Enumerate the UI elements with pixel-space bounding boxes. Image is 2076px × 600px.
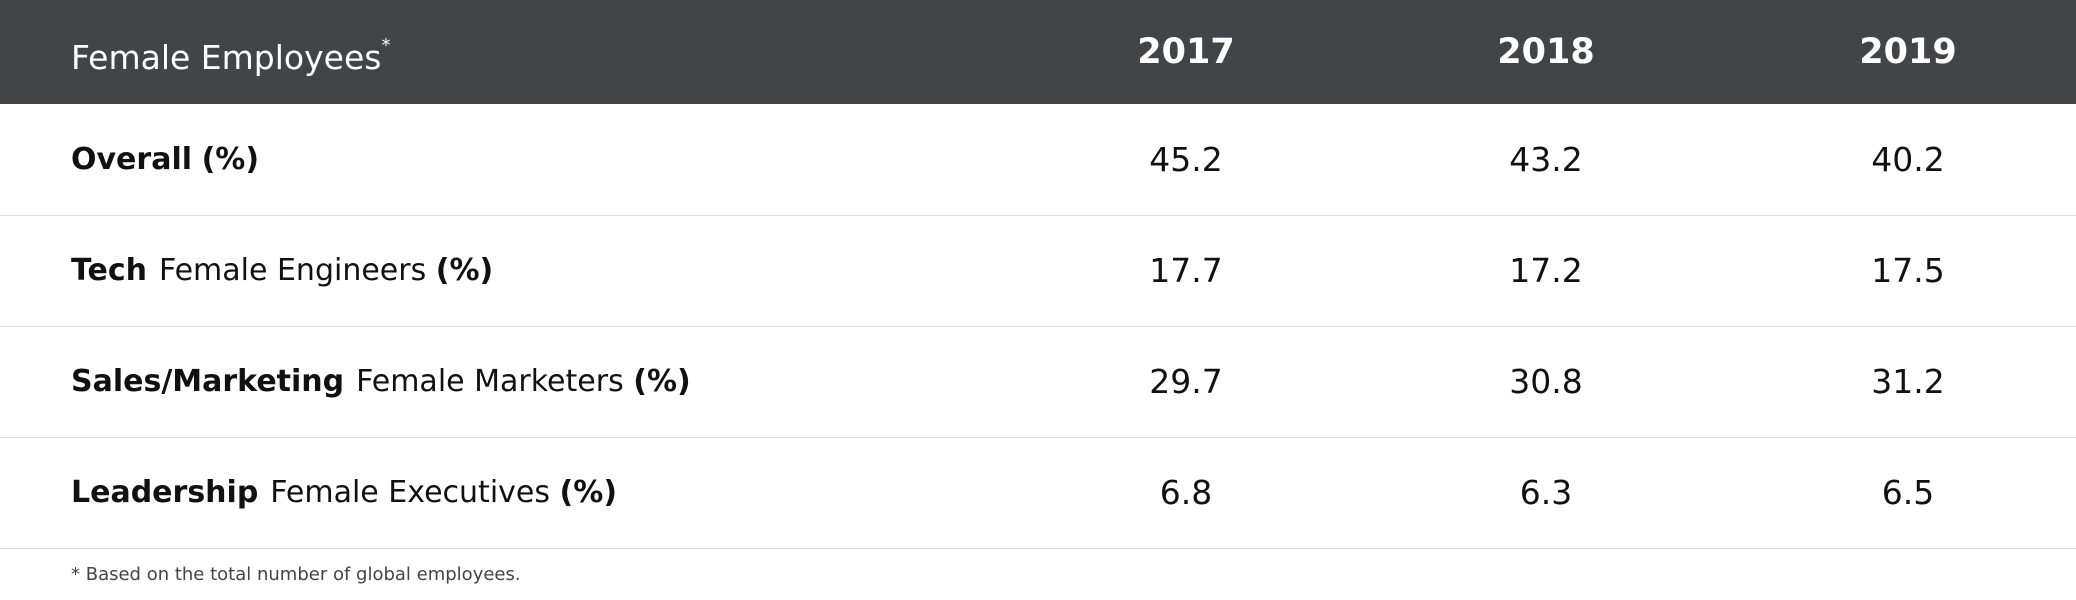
row-category: Leadership [71, 475, 259, 510]
cell-value: 29.7 [1149, 362, 1223, 401]
row-sublabel: Female Executives [270, 475, 550, 510]
title-text: Female Employees [71, 38, 382, 77]
cell-value: 17.2 [1509, 251, 1583, 290]
row-label: Overall (%) [71, 104, 259, 215]
cell-value: 43.2 [1509, 140, 1583, 179]
table-row: Leadership Female Executives (%) 6.8 6.3 6.5 [0, 437, 2076, 549]
table-header: Female Employees* 2017 2018 2019 [0, 0, 2076, 104]
cell-value: 6.3 [1519, 473, 1573, 512]
cell-value: 30.8 [1509, 362, 1583, 401]
cell-value: 6.8 [1159, 473, 1213, 512]
row-unit: (%) [201, 142, 260, 177]
column-header: 2018 [1497, 32, 1595, 72]
header-title: Female Employees* [71, 0, 390, 104]
table-row: Overall (%) 45.2 43.2 40.2 [0, 104, 2076, 216]
row-category: Tech [71, 253, 147, 288]
row-label: Leadership Female Executives (%) [71, 437, 617, 548]
row-category: Overall [71, 142, 193, 177]
title-marker: * [381, 35, 391, 56]
table-row: Tech Female Engineers (%) 17.7 17.2 17.5 [0, 215, 2076, 327]
row-unit: (%) [633, 364, 691, 399]
cell-value: 17.7 [1149, 251, 1223, 290]
column-header: 2019 [1859, 32, 1957, 72]
row-sublabel: Female Engineers [158, 253, 427, 288]
row-category: Sales/Marketing [71, 364, 345, 399]
cell-value: 17.5 [1871, 251, 1945, 290]
cell-value: 45.2 [1149, 140, 1223, 179]
row-label: Sales/Marketing Female Marketers (%) [71, 326, 691, 437]
row-label: Tech Female Engineers (%) [71, 215, 493, 326]
cell-value: 6.5 [1881, 473, 1935, 512]
row-unit: (%) [435, 253, 494, 288]
cell-value: 40.2 [1871, 140, 1945, 179]
footnote: * Based on the total number of global em… [71, 564, 521, 585]
column-header: 2017 [1137, 32, 1235, 72]
row-sublabel: Female Marketers [356, 364, 624, 399]
row-unit: (%) [559, 475, 618, 510]
table-row: Sales/Marketing Female Marketers (%) 29.7 3… [0, 326, 2076, 438]
cell-value: 31.2 [1871, 362, 1945, 401]
